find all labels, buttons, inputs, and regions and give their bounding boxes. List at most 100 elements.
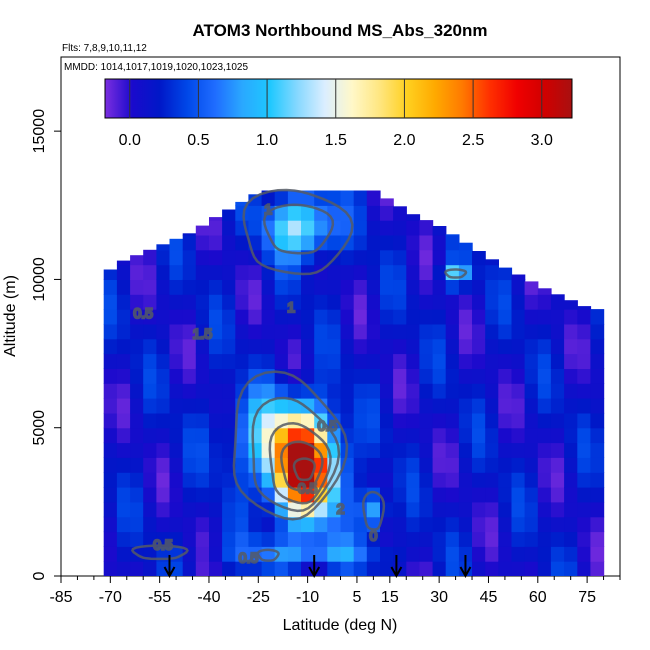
heatmap-cell [498, 546, 513, 562]
heatmap-cell [130, 457, 144, 473]
heatmap-cell [419, 220, 434, 236]
heatmap-cell [143, 412, 157, 429]
heatmap-cell [130, 353, 144, 369]
heatmap-cell [248, 353, 263, 369]
heatmap-cell [222, 338, 236, 355]
heatmap-cell [222, 427, 236, 444]
heatmap-cell [406, 487, 421, 503]
heatmap-cell [182, 294, 197, 310]
heatmap-cell [261, 323, 276, 340]
heatmap-cell [340, 412, 355, 429]
heatmap-cell [103, 531, 118, 547]
heatmap-cell [577, 531, 592, 547]
heatmap-cell [248, 264, 263, 280]
colorbar-bar [104, 78, 573, 119]
heatmap-cell [327, 516, 342, 533]
y-tick-label: 10000 [31, 257, 48, 302]
heatmap-cell [432, 368, 447, 384]
heatmap-cell [314, 234, 328, 251]
heatmap-cell [222, 309, 236, 325]
heatmap-cell [393, 383, 407, 399]
heatmap-cell [143, 368, 157, 384]
heatmap-cell [432, 294, 447, 310]
heatmap-cell [393, 206, 407, 221]
heatmap-cell [169, 472, 184, 488]
heatmap-cell [327, 368, 342, 384]
heatmap-cell [445, 501, 460, 518]
heatmap-cell [209, 234, 223, 251]
colorbar-tick-label: 3.0 [531, 132, 553, 149]
heatmap-cell [314, 427, 328, 444]
heatmap-cell [301, 234, 315, 251]
heatmap-cell [156, 249, 171, 266]
heatmap-cell [458, 516, 473, 533]
heatmap-cell [564, 300, 578, 310]
heatmap-cell [182, 279, 197, 295]
heatmap-cell [485, 294, 499, 310]
heatmap-cell [116, 457, 131, 473]
heatmap-cell [524, 368, 539, 384]
x-tick-label: 5 [352, 589, 361, 606]
heatmap-cell [380, 279, 394, 295]
heatmap-cell [274, 190, 289, 206]
heatmap-cell [419, 353, 434, 369]
heatmap-cell [419, 427, 434, 444]
profile-arrow-head [459, 566, 472, 579]
heatmap-cell [327, 531, 342, 547]
heatmap-cell [432, 338, 447, 355]
heatmap-cell [274, 249, 289, 266]
heatmap-cell [287, 383, 302, 399]
heatmap-cell [366, 561, 381, 576]
heatmap-cell [209, 561, 223, 576]
heatmap-cell [432, 264, 447, 280]
heatmap-cell [130, 323, 144, 340]
colorbar-ticks: 0.0 0.5 1.0 1.5 2.0 2.5 3.0 [119, 79, 553, 149]
heatmap-cell [485, 398, 499, 414]
contour-label: 0 [369, 527, 377, 543]
heatmap-cell [366, 427, 381, 444]
x-tick-label: 30 [430, 589, 448, 606]
heatmap-cell [590, 546, 605, 562]
heatmap-cell [222, 398, 236, 414]
heatmap-cell [287, 561, 302, 576]
colorbar-tick-label: 0.5 [187, 132, 209, 149]
heatmap-cell [458, 383, 473, 399]
heatmap-cell [103, 561, 118, 576]
heatmap-cell [550, 457, 565, 473]
heatmap-cell [222, 234, 236, 251]
heatmap-cell [550, 294, 565, 310]
heatmap-cell [103, 368, 118, 384]
chart-title: ATOM3 Northbound MS_Abs_320nm [192, 21, 487, 40]
heatmap-cell [472, 487, 486, 503]
heatmap-cell [393, 279, 407, 295]
heatmap-cell [130, 255, 144, 266]
heatmap-cell [550, 309, 565, 325]
heatmap-cell [340, 398, 355, 414]
heatmap-cell [564, 309, 578, 325]
heatmap-cell [116, 294, 131, 310]
heatmap-cell [485, 561, 499, 576]
heatmap-cell [445, 249, 460, 266]
heatmap-cell [577, 501, 592, 518]
heatmap-cell [222, 368, 236, 384]
heatmap-cell [248, 234, 263, 251]
heatmap-cell [485, 472, 499, 488]
heatmap-cell [156, 338, 171, 355]
heatmap-cell [590, 457, 605, 473]
heatmap-cell [209, 249, 223, 266]
heatmap-cell [380, 412, 394, 429]
heatmap-cell [406, 472, 421, 488]
heatmap-cell [458, 398, 473, 414]
heatmap-cell [432, 531, 447, 547]
y-tick-label: 15000 [31, 109, 48, 154]
heatmap-cell [498, 561, 513, 576]
heatmap-cell [445, 368, 460, 384]
heatmap-cell [103, 338, 118, 355]
heatmap-cell [103, 457, 118, 473]
heatmap-cell [498, 516, 513, 533]
heatmap-cell [209, 338, 223, 355]
heatmap-cell [340, 279, 355, 295]
heatmap-cell [195, 487, 210, 503]
heatmap-cell [143, 279, 157, 295]
heatmap-cell [524, 338, 539, 355]
